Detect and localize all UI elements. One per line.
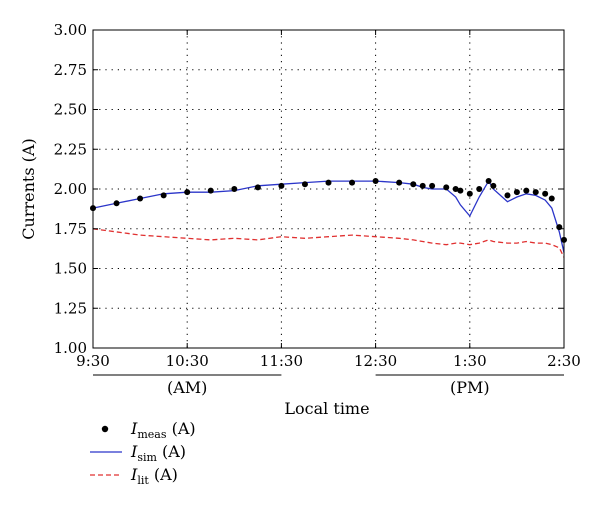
meas-point xyxy=(372,178,379,185)
meas-point xyxy=(349,179,356,186)
series-lit-line xyxy=(92,228,565,258)
meas-point xyxy=(476,186,483,192)
meas-point xyxy=(485,178,492,185)
x-axis: 9:30 10:30 11:30 12:30 1:30 2:30 xyxy=(76,30,581,370)
series-sim-line xyxy=(92,179,565,253)
meas-point xyxy=(452,186,459,192)
y-tick-label: 1.50 xyxy=(54,260,87,278)
meas-point xyxy=(466,190,473,197)
y-axis-label: Currents (A) xyxy=(19,138,38,239)
meas-point xyxy=(184,189,191,196)
meas-point xyxy=(325,179,332,186)
meas-point xyxy=(410,181,417,188)
legend-label: Isim (A) xyxy=(130,442,186,464)
meas-point xyxy=(542,190,549,197)
x-tick-label: 11:30 xyxy=(260,352,303,370)
y-tick-label: 1.00 xyxy=(54,339,87,357)
y-tick-label: 2.25 xyxy=(54,140,87,158)
meas-point xyxy=(532,189,539,196)
meas-point xyxy=(207,187,214,194)
x-tick-label: 2:30 xyxy=(547,352,581,370)
meas-point xyxy=(301,181,308,188)
legend: Imeas (A)Isim (A)Ilit (A) xyxy=(90,419,196,487)
y-tick-label: 3.00 xyxy=(54,21,87,39)
meas-point xyxy=(278,182,285,189)
meas-point xyxy=(513,189,520,196)
y-tick-label: 1.75 xyxy=(54,220,87,238)
meas-point xyxy=(231,186,238,192)
meas-point xyxy=(419,182,426,189)
period-label: (AM) xyxy=(167,378,207,397)
x-axis-label: Local time xyxy=(284,399,369,418)
y-axis: 1.00 1.25 1.50 1.75 2.00 2.25 2.50 2.75 3.00 xyxy=(54,21,564,357)
meas-point xyxy=(160,192,167,199)
y-tick-label: 2.75 xyxy=(54,61,87,79)
meas-point xyxy=(548,195,555,202)
meas-point xyxy=(556,224,563,231)
meas-point xyxy=(396,179,403,186)
meas-point xyxy=(429,182,436,189)
legend-label: Imeas (A) xyxy=(130,419,196,441)
legend-label: Ilit (A) xyxy=(130,465,178,487)
meas-point xyxy=(137,195,144,202)
meas-point xyxy=(523,187,530,194)
y-tick-label: 2.50 xyxy=(54,101,87,119)
period-labels: (AM) (PM) xyxy=(93,374,564,397)
meas-point xyxy=(254,184,261,191)
series-meas xyxy=(90,178,567,243)
y-tick-label: 2.00 xyxy=(54,180,87,198)
x-tick-label: 9:30 xyxy=(76,352,110,370)
x-tick-label: 12:30 xyxy=(354,352,397,370)
meas-point xyxy=(490,182,497,189)
x-tick-label: 1:30 xyxy=(453,352,487,370)
meas-point xyxy=(443,184,450,191)
meas-point xyxy=(457,187,464,194)
meas-point xyxy=(113,200,120,207)
period-label: (PM) xyxy=(450,378,490,397)
legend-marker-meas xyxy=(101,425,109,433)
meas-point xyxy=(504,192,511,199)
x-tick-label: 10:30 xyxy=(166,352,209,370)
series-layer xyxy=(90,178,567,258)
y-tick-label: 1.25 xyxy=(54,299,87,317)
